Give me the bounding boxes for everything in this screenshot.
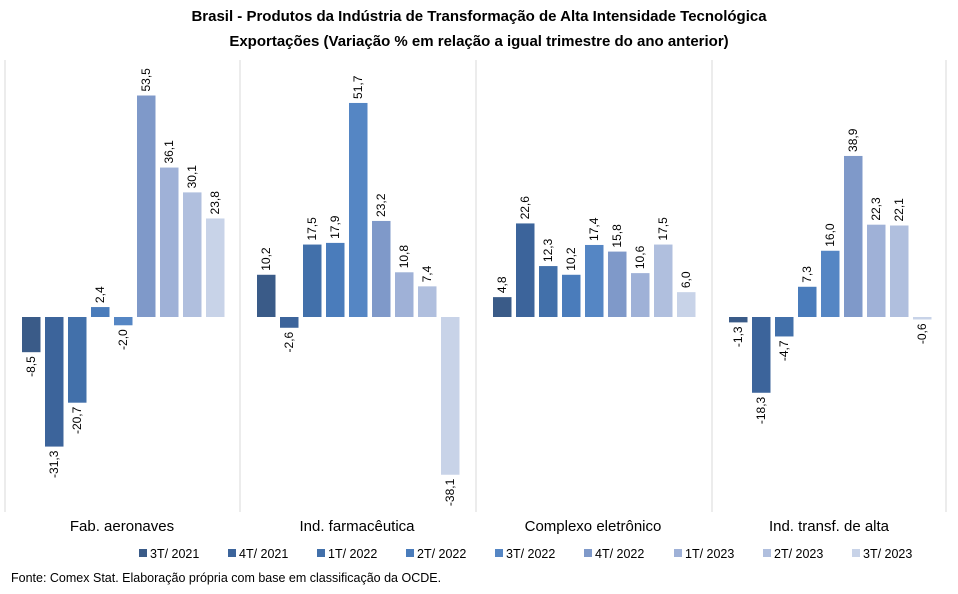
bar (821, 250, 840, 317)
chart-subtitle: Exportações (Variação % em relação a igu… (229, 33, 729, 50)
bar (114, 317, 133, 326)
legend-entry: 3T/ 2022 (506, 547, 555, 561)
bar (22, 317, 41, 353)
data-label: 10,2 (259, 247, 273, 271)
bar (303, 244, 322, 317)
data-label: 17,5 (305, 217, 319, 241)
data-label: 10,2 (564, 247, 578, 271)
data-label: 36,1 (162, 140, 176, 164)
bar (844, 155, 863, 317)
legend-swatch (139, 549, 147, 557)
legend-entry: 2T/ 2023 (774, 547, 823, 561)
bar (280, 317, 299, 328)
bar (516, 223, 535, 317)
data-label: -2,6 (282, 331, 296, 352)
data-label: 38,9 (846, 128, 860, 152)
category-label: Complexo eletrônico (525, 518, 662, 535)
bar (395, 272, 414, 317)
category-label: Ind. transf. de alta (769, 518, 890, 535)
bar (441, 317, 460, 475)
bar (372, 220, 391, 317)
bar (677, 292, 696, 317)
chart-title: Brasil - Produtos da Indústria de Transf… (191, 8, 767, 25)
data-label: 22,3 (869, 197, 883, 221)
category-label: Fab. aeronaves (70, 518, 174, 535)
legend-entry: 1T/ 2022 (328, 547, 377, 561)
bar (631, 273, 650, 317)
data-label: -20,7 (70, 406, 84, 434)
bar (775, 317, 794, 337)
data-label: 6,0 (679, 271, 693, 288)
data-label: -1,3 (731, 326, 745, 347)
legend-entry: 1T/ 2023 (685, 547, 734, 561)
data-label: 10,6 (633, 245, 647, 269)
data-label: 2,4 (93, 286, 107, 303)
data-label: 22,1 (892, 198, 906, 222)
bar (752, 317, 771, 393)
legend-entry: 4T/ 2021 (239, 547, 288, 561)
data-label: 16,0 (823, 223, 837, 247)
bar (493, 297, 512, 317)
legend-swatch (674, 549, 682, 557)
data-label: 30,1 (185, 165, 199, 189)
legend-swatch (763, 549, 771, 557)
bar (326, 242, 345, 317)
bar (867, 224, 886, 317)
data-label: 22,6 (518, 196, 532, 220)
legend-swatch (228, 549, 236, 557)
data-label: -4,7 (777, 340, 791, 361)
data-label: 15,8 (610, 224, 624, 248)
legend-swatch (317, 549, 325, 557)
legend-swatch (584, 549, 592, 557)
data-label: -0,6 (915, 323, 929, 344)
data-label: 7,4 (420, 265, 434, 282)
bar (45, 317, 64, 447)
data-label: 12,3 (541, 238, 555, 262)
bar (890, 225, 909, 317)
data-label: -8,5 (24, 356, 38, 377)
data-label: 10,8 (397, 245, 411, 269)
bar (608, 251, 627, 317)
bar (913, 317, 932, 320)
bar (539, 266, 558, 317)
bar (91, 307, 110, 317)
legend-entry: 3T/ 2021 (150, 547, 199, 561)
data-label: 17,9 (328, 215, 342, 239)
data-label: -18,3 (754, 396, 768, 424)
bar (585, 244, 604, 317)
bar (562, 274, 581, 317)
source-note: Fonte: Comex Stat. Elaboração própria co… (11, 571, 442, 585)
bar (68, 317, 87, 403)
data-label: 51,7 (351, 75, 365, 99)
bar (418, 286, 437, 317)
legend-swatch (852, 549, 860, 557)
data-label: 17,5 (656, 217, 670, 241)
data-label: 4,8 (495, 276, 509, 293)
data-label: 23,8 (208, 191, 222, 215)
bar (654, 244, 673, 317)
data-label: 17,4 (587, 217, 601, 241)
data-label: -2,0 (116, 329, 130, 350)
legend-entry: 4T/ 2022 (595, 547, 644, 561)
bar (183, 192, 202, 317)
bar (160, 167, 179, 317)
category-label: Ind. farmacêutica (299, 518, 415, 535)
data-label: 7,3 (800, 266, 814, 283)
bar (349, 102, 368, 317)
data-label: -38,1 (443, 478, 457, 506)
bar (137, 95, 156, 317)
data-label: 23,2 (374, 193, 388, 217)
bar (798, 286, 817, 317)
bar (257, 274, 276, 317)
data-label: -31,3 (47, 450, 61, 478)
data-label: 53,5 (139, 68, 153, 92)
bar (729, 317, 748, 323)
bar (206, 218, 225, 317)
legend-swatch (406, 549, 414, 557)
legend-entry: 3T/ 2023 (863, 547, 912, 561)
legend-entry: 2T/ 2022 (417, 547, 466, 561)
legend-swatch (495, 549, 503, 557)
